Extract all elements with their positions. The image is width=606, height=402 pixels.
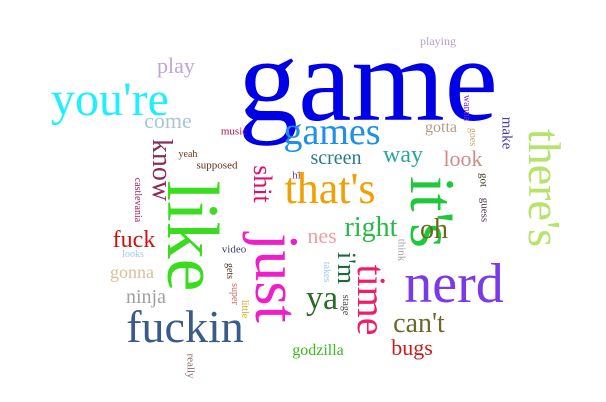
word-nerd: nerd: [404, 253, 504, 315]
word-music: music: [220, 125, 248, 138]
word-games: games: [283, 111, 381, 153]
word-shit: shit: [248, 165, 277, 203]
word-thats: that's: [284, 164, 376, 213]
word-cant: can't: [393, 308, 445, 339]
word-goes: goes: [467, 127, 478, 147]
word-ninja: ninja: [126, 286, 166, 308]
word-ya: ya: [305, 280, 339, 317]
word-game: game: [238, 13, 498, 146]
word-oh: oh: [420, 214, 448, 245]
word-yeah: yeah: [178, 149, 198, 160]
word-like: like: [151, 180, 233, 292]
word-make: make: [498, 116, 515, 150]
word-guess: guess: [478, 197, 491, 223]
word-nes: nes: [307, 223, 337, 248]
word-fuck: fuck: [112, 227, 156, 253]
word-video: video: [221, 243, 247, 256]
word-come: come: [144, 108, 192, 133]
word-fuckin: fuckin: [126, 301, 244, 352]
word-youre: you're: [51, 73, 169, 126]
word-hit: hit: [292, 169, 304, 182]
word-really: really: [184, 353, 197, 379]
word-got: got: [477, 172, 490, 188]
word-play: play: [157, 53, 195, 78]
word-castlevania: castlevania: [132, 177, 143, 223]
word-wanna: wanna: [461, 94, 472, 122]
word-gets: gets: [224, 262, 235, 280]
word-looks: looks: [122, 249, 144, 260]
word-right: right: [344, 212, 398, 243]
word-playing: playing: [420, 34, 456, 48]
word-supposed: supposed: [196, 159, 238, 172]
word-look: look: [443, 146, 483, 171]
word-just: just: [242, 233, 310, 323]
word-gotta: gotta: [425, 119, 457, 136]
word-bugs: bugs: [391, 335, 433, 360]
word-gonna: gonna: [110, 262, 154, 282]
word-way: way: [383, 142, 423, 168]
word-godzilla: godzilla: [292, 342, 344, 359]
word-stage: stage: [340, 294, 351, 316]
word-screen: screen: [310, 147, 362, 169]
word-theres: there's: [519, 128, 570, 248]
word-time: time: [349, 264, 394, 336]
